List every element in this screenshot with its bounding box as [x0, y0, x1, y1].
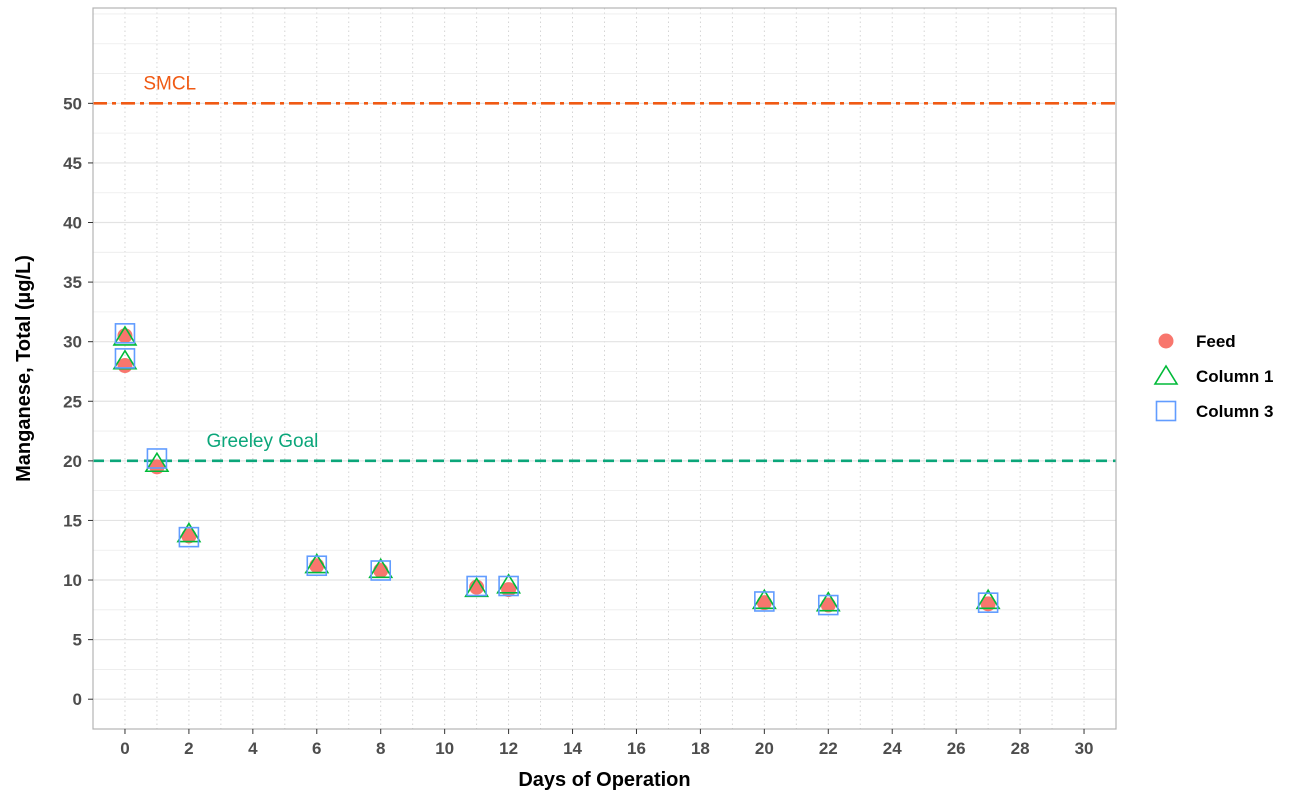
column-1-point [751, 588, 777, 610]
y-axis-title: Manganese, Total (µg/L) [13, 255, 35, 482]
y-tick-label: 20 [63, 452, 82, 471]
y-axis: 0 5 10 15 20 25 30 35 40 45 50 [63, 94, 93, 709]
column-1-point [144, 451, 170, 473]
feed-point [373, 562, 389, 578]
column-3-point [114, 323, 136, 344]
y-tick-label: 10 [63, 571, 82, 590]
column-1-point [496, 573, 522, 594]
y-tick-label: 50 [63, 94, 82, 113]
column-3-point [178, 526, 200, 548]
y-tick-label: 40 [63, 214, 82, 233]
x-tick-label: 16 [627, 739, 646, 758]
column-1-point [112, 349, 138, 370]
x-tick-label: 22 [819, 739, 838, 758]
x-tick-label: 14 [563, 739, 582, 758]
reference-line-label: SMCL [143, 73, 196, 94]
x-tick-label: 2 [184, 739, 193, 758]
x-axis: 0 2 4 6 8 10 12 14 16 18 20 22 24 26 28 30 [120, 729, 1093, 758]
x-axis-title: Days of Operation [518, 769, 690, 791]
column-3-point [977, 592, 999, 613]
column-1-point [368, 557, 394, 579]
legend-column-1-label: Column 1 [1196, 367, 1273, 386]
feed-point [820, 597, 836, 613]
x-tick-label: 26 [947, 739, 966, 758]
column-3-point [817, 594, 839, 616]
plot-panel-border [92, 7, 1117, 730]
y-tick-label: 5 [73, 631, 82, 650]
x-tick-label: 6 [312, 739, 321, 758]
legend-feed-label: Feed [1196, 332, 1236, 351]
y-tick-label: 45 [63, 154, 82, 173]
column-3-point [146, 448, 168, 469]
column-1-point [975, 588, 1001, 610]
legend-column-3-key [1155, 400, 1177, 422]
feed-point [309, 558, 325, 574]
legend: Feed Column 1 Column 3 [1153, 332, 1273, 422]
feed-point [756, 595, 772, 611]
column-1-point [464, 576, 490, 598]
column-3-point [306, 555, 328, 577]
y-tick-label: 15 [63, 511, 82, 530]
legend-column-3-label: Column 3 [1196, 402, 1273, 421]
x-tick-label: 0 [120, 739, 129, 758]
column-1-point [112, 325, 138, 346]
reference-line-label: Greeley Goal [206, 431, 318, 452]
x-tick-label: 28 [1011, 739, 1030, 758]
x-tick-label: 10 [435, 739, 454, 758]
column-3-point [466, 575, 487, 597]
data-points [112, 323, 1001, 616]
x-tick-label: 30 [1075, 739, 1094, 758]
y-tick-label: 25 [63, 392, 82, 411]
x-tick-label: 4 [248, 739, 258, 758]
column-3-point [370, 560, 392, 581]
legend-column-1-key [1153, 364, 1179, 385]
x-tick-label: 24 [883, 739, 902, 758]
reference-lines: SMCL Greeley Goal [93, 73, 1116, 463]
y-tick-label: 0 [73, 690, 82, 709]
y-tick-label: 30 [63, 333, 82, 352]
y-tick-label: 35 [63, 273, 82, 292]
x-tick-label: 12 [499, 739, 518, 758]
feed-point [181, 528, 197, 544]
x-tick-label: 20 [755, 739, 774, 758]
column-3-point [114, 348, 136, 369]
legend-feed-key [1158, 333, 1174, 349]
x-tick-label: 18 [691, 739, 710, 758]
x-tick-label: 8 [376, 739, 385, 758]
column-1-point [815, 591, 841, 612]
column-1-point [304, 553, 330, 574]
column-1-point [176, 522, 202, 543]
column-3-point [754, 591, 775, 612]
minor-gridlines [92, 8, 1117, 730]
column-3-point [498, 575, 519, 597]
